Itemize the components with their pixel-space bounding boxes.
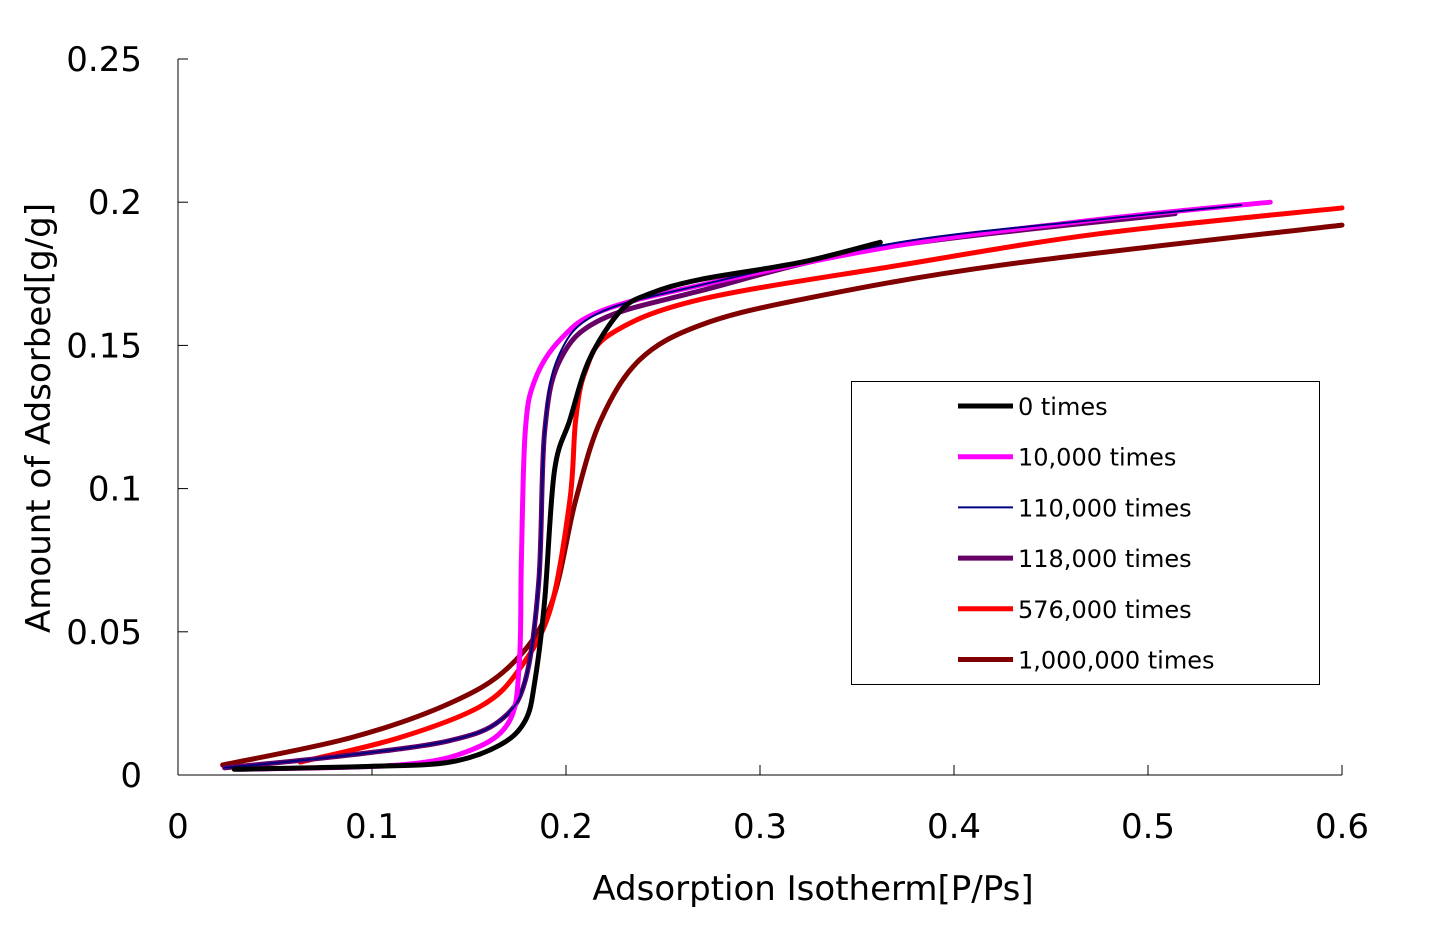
series-line-0 [231,239,883,772]
series-lines [220,199,1345,772]
legend-label-1: 10,000 times [1018,444,1176,472]
series-line-5 [220,222,1345,768]
x-tick-label: 0.5 [1121,807,1175,847]
y-axis-label: Amount of Adsorbed[g/g] [19,203,59,633]
x-tick-label: 0 [167,807,189,847]
x-tick-label: 0.6 [1315,807,1369,847]
y-tick-label: 0.1 [88,470,142,510]
legend-label-5: 1,000,000 times [1018,647,1215,675]
legend: 0 times 10,000 times 110,000 times 118,000 … [851,381,1320,685]
y-tick-label: 0.2 [88,183,142,223]
legend-label-4: 576,000 times [1018,596,1192,624]
y-tick-label: 0.15 [66,326,142,366]
legend-label-3: 118,000 times [1018,545,1192,573]
y-tick-label: 0.05 [66,613,142,653]
x-tick-label: 0.3 [733,807,787,847]
legend-label-2: 110,000 times [1018,494,1192,522]
series-line-1 [235,199,1273,772]
y-tick-label: 0.25 [66,40,142,80]
x-axis-label: Adsorption Isotherm[P/Ps] [592,869,1033,909]
x-tick-label: 0.1 [345,807,399,847]
x-tick-label: 0.2 [539,807,593,847]
y-tick-label: 0 [120,756,142,796]
axes: 0 0.1 0.2 0.3 0.4 0.5 0.6 0 0.05 0.1 0.15 0.2 0.25 [66,40,1369,847]
series-line-2 [223,204,1243,769]
x-tick-label: 0.4 [927,807,981,847]
legend-label-0: 0 times [1018,393,1108,421]
